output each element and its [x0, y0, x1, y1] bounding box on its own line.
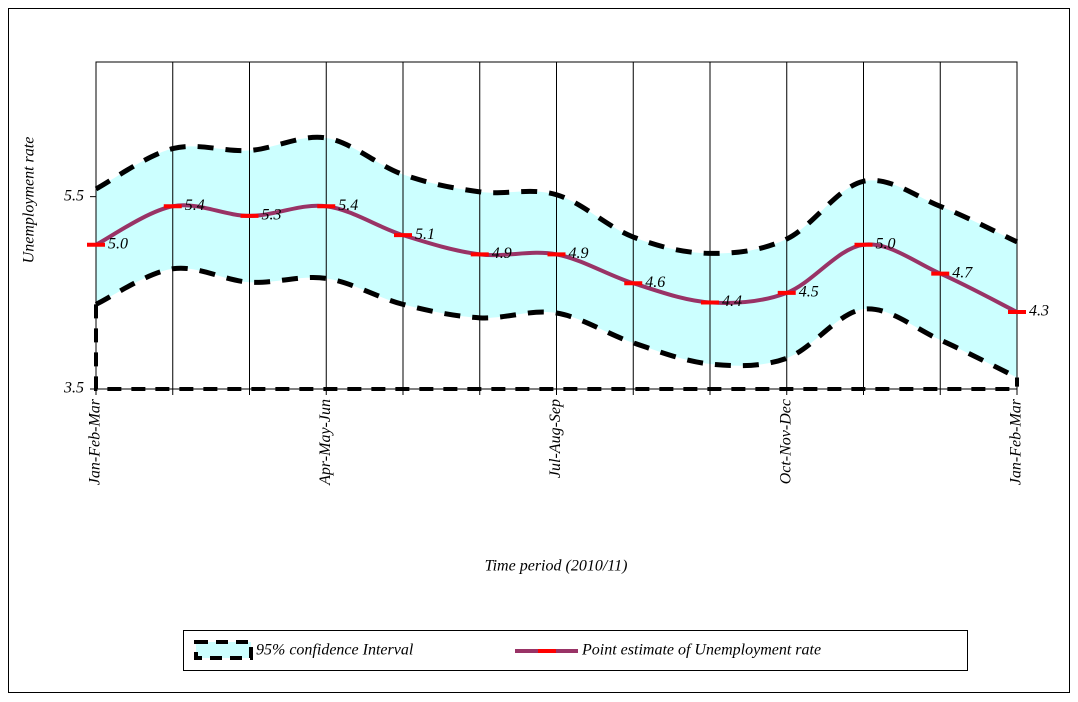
y-tick-label: 3.5	[63, 380, 84, 397]
data-label: 4.9	[492, 245, 512, 262]
data-label: 5.4	[185, 197, 205, 214]
x-tick-label: Jul-Aug-Sep	[547, 399, 564, 478]
data-label: 4.7	[952, 264, 973, 281]
x-tick-label: Jan-Feb-Mar	[1008, 398, 1025, 485]
y-tick-label: 5.5	[64, 187, 84, 204]
data-label: 4.4	[722, 293, 742, 310]
data-label: 5.3	[262, 207, 282, 224]
chart-frame	[8, 8, 1070, 693]
legend-label: Point estimate of Unemployment rate	[581, 642, 821, 659]
x-axis-title: Time period (2010/11)	[485, 558, 628, 575]
x-tick-label: Jan-Feb-Mar	[87, 398, 104, 485]
ci-upper-line	[94, 134, 1019, 256]
data-label: 5.0	[108, 235, 128, 252]
x-tick-label: Apr-May-Jun	[317, 399, 334, 486]
legend-label: 95% confidence Interval	[256, 642, 414, 659]
x-tick-label: Oct-Nov-Dec	[777, 399, 794, 484]
data-label: 4.9	[569, 245, 589, 262]
data-label: 4.5	[799, 283, 819, 300]
data-label: 4.3	[1029, 303, 1049, 320]
lower-area-outline	[94, 304, 1019, 391]
data-label: 4.6	[645, 274, 665, 291]
data-label: 5.1	[415, 226, 435, 243]
data-label: 5.4	[338, 197, 358, 214]
data-label: 5.0	[876, 235, 896, 252]
y-axis-title: Unemployment rate	[21, 137, 38, 264]
ci-lower-line	[94, 265, 1019, 380]
legend-swatch	[194, 640, 253, 660]
